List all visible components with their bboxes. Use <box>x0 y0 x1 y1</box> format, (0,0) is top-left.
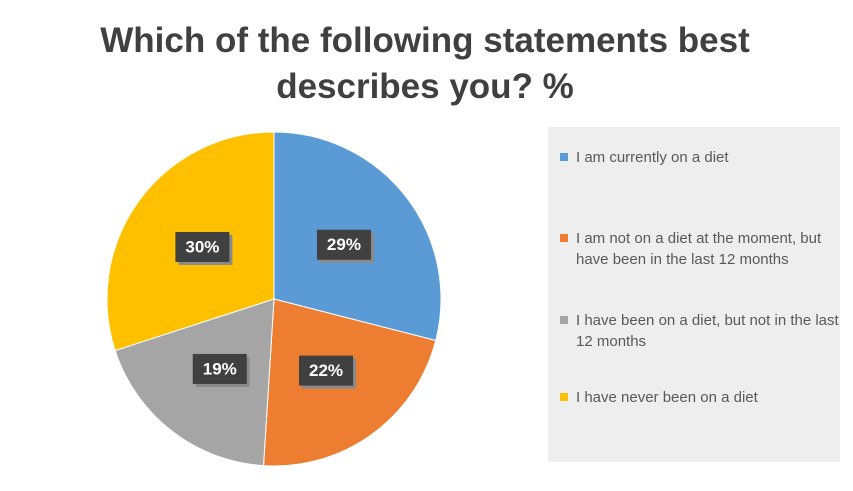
chart-title: Which of the following statements best d… <box>100 21 750 106</box>
label-box <box>316 229 371 260</box>
legend: I am currently on a diet I am not on a di… <box>548 127 840 462</box>
legend-label: I am not on a diet at the moment, but ha… <box>576 230 822 268</box>
data-label: 30% <box>185 237 219 256</box>
data-label: 22% <box>309 361 343 380</box>
data-label: 19% <box>203 359 237 378</box>
legend-label: I have never been on a diet <box>576 389 758 406</box>
label-box <box>192 353 247 384</box>
legend-item: I have been on a diet, but not in the la… <box>560 310 850 352</box>
legend-swatch <box>560 316 568 324</box>
label-box <box>299 355 354 386</box>
legend-label: I am currently on a diet <box>576 149 729 166</box>
label-box <box>175 231 230 262</box>
legend-swatch <box>560 393 568 401</box>
legend-swatch <box>560 153 568 161</box>
legend-item: I have never been on a diet <box>560 387 850 408</box>
data-label: 29% <box>327 235 361 254</box>
legend-item: I am currently on a diet <box>560 147 850 168</box>
chart: 29% 22% 19% 30% <box>106 131 442 467</box>
legend-item: I am not on a diet at the moment, but ha… <box>560 228 850 270</box>
legend-swatch <box>560 234 568 242</box>
legend-label: I have been on a diet, but not in the la… <box>576 312 839 350</box>
